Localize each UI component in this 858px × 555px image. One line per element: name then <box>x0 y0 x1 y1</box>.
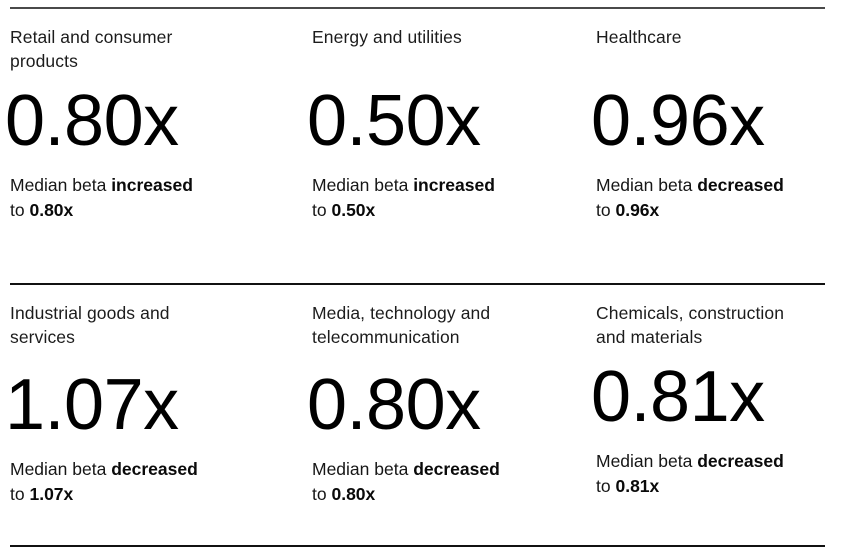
stat-card-energy: Energy and utilities 0.50x Median beta i… <box>307 9 596 283</box>
sector-title: Chemicals, construction and materials <box>596 303 785 347</box>
desc-to: to <box>10 199 30 220</box>
stat-card-healthcare: Healthcare 0.96x Median beta decreased t… <box>591 9 825 283</box>
desc-to-value: 0.80x <box>331 483 376 504</box>
desc-to-value: 0.81x <box>615 475 660 496</box>
desc-prefix: Median beta <box>596 175 698 195</box>
desc-to-value: 0.50x <box>331 199 376 220</box>
beta-value: 1.07x <box>5 365 179 445</box>
beta-change-note: Median beta decreased to 0.96x <box>596 173 825 222</box>
beta-change-note: Median beta decreased to 0.81x <box>596 449 825 498</box>
beta-by-sector-figure: Retail and consumer products 0.80x Media… <box>0 7 858 555</box>
desc-direction: decreased <box>697 175 784 195</box>
desc-prefix: Median beta <box>312 459 414 479</box>
sector-title: Industrial goods and services <box>10 303 170 347</box>
sector-title: Retail and consumer products <box>10 27 173 71</box>
desc-to-value: 0.96x <box>615 199 660 220</box>
beta-value: 0.80x <box>307 365 481 445</box>
desc-prefix: Median beta <box>312 175 414 195</box>
desc-to: to <box>312 199 332 220</box>
desc-to: to <box>596 199 616 220</box>
sector-title: Healthcare <box>596 27 682 47</box>
desc-to-value: 0.80x <box>29 199 74 220</box>
stat-card-retail: Retail and consumer products 0.80x Media… <box>5 9 312 283</box>
desc-prefix: Median beta <box>10 175 112 195</box>
sector-title: Media, technology and telecommunication <box>312 303 491 347</box>
desc-to: to <box>596 475 616 496</box>
desc-to: to <box>10 483 30 504</box>
top-rule <box>10 7 825 9</box>
desc-to-value: 1.07x <box>29 483 74 504</box>
beta-change-note: Median beta decreased to 1.07x <box>10 457 312 506</box>
stat-row-1: Retail and consumer products 0.80x Media… <box>5 9 825 283</box>
beta-change-note: Median beta decreased to 0.80x <box>312 457 596 506</box>
desc-direction: increased <box>111 175 193 195</box>
middle-rule <box>10 283 825 285</box>
beta-change-note: Median beta increased to 0.50x <box>312 173 596 222</box>
stat-card-chemicals: Chemicals, construction and materials 0.… <box>591 285 825 545</box>
stat-card-industrial: Industrial goods and services 1.07x Medi… <box>5 285 312 545</box>
desc-direction: decreased <box>111 459 198 479</box>
beta-value: 0.96x <box>591 81 765 161</box>
beta-value: 0.81x <box>591 357 765 437</box>
desc-to: to <box>312 483 332 504</box>
beta-value: 0.80x <box>5 81 179 161</box>
sector-title: Energy and utilities <box>312 27 462 47</box>
desc-prefix: Median beta <box>596 451 698 471</box>
desc-direction: increased <box>413 175 495 195</box>
desc-direction: decreased <box>697 451 784 471</box>
beta-change-note: Median beta increased to 0.80x <box>10 173 312 222</box>
desc-direction: decreased <box>413 459 500 479</box>
stat-row-2: Industrial goods and services 1.07x Medi… <box>5 285 825 545</box>
beta-value: 0.50x <box>307 81 481 161</box>
desc-prefix: Median beta <box>10 459 112 479</box>
stat-card-media-tech: Media, technology and telecommunication … <box>307 285 596 545</box>
bottom-rule <box>10 545 825 547</box>
